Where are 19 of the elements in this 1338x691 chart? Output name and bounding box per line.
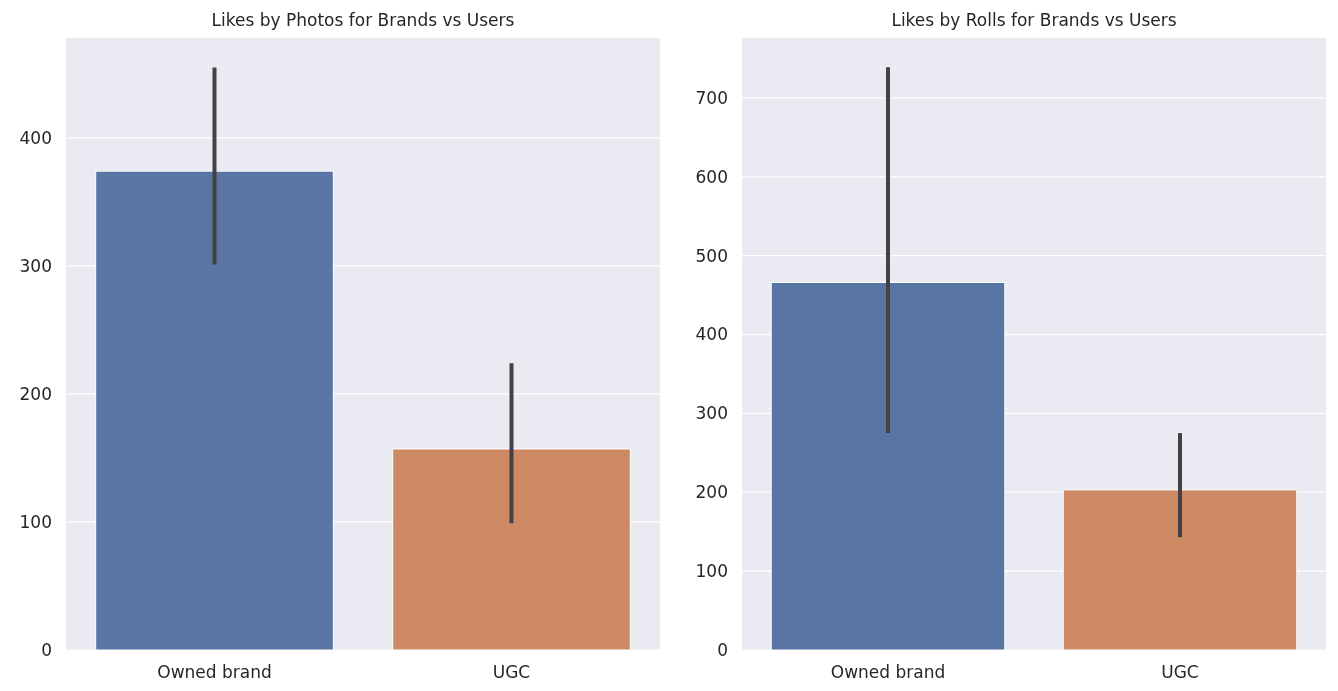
chart-title: Likes by Photos for Brands vs Users	[211, 10, 515, 30]
y-tick-label: 600	[695, 166, 728, 187]
y-tick-label: 100	[695, 561, 728, 582]
y-tick-label: 700	[695, 87, 728, 108]
y-tick-label: 500	[695, 245, 728, 266]
x-tick-label: UGC	[1161, 662, 1199, 682]
y-tick-label: 300	[19, 255, 52, 276]
y-tick-label: 400	[695, 324, 728, 345]
y-tick-label: 0	[717, 639, 728, 660]
x-tick-label: Owned brand	[830, 662, 946, 682]
y-tick-label: 300	[695, 403, 728, 424]
x-tick-label: UGC	[492, 662, 531, 682]
x-tick-label: Owned brand	[157, 662, 272, 682]
y-tick-label: 200	[19, 383, 52, 404]
y-tick-label: 400	[19, 127, 52, 148]
chart-title: Likes by Rolls for Brands vs Users	[891, 10, 1177, 30]
y-tick-label: 100	[19, 511, 52, 532]
y-tick-label: 200	[695, 482, 728, 503]
y-tick-label: 0	[41, 639, 52, 660]
